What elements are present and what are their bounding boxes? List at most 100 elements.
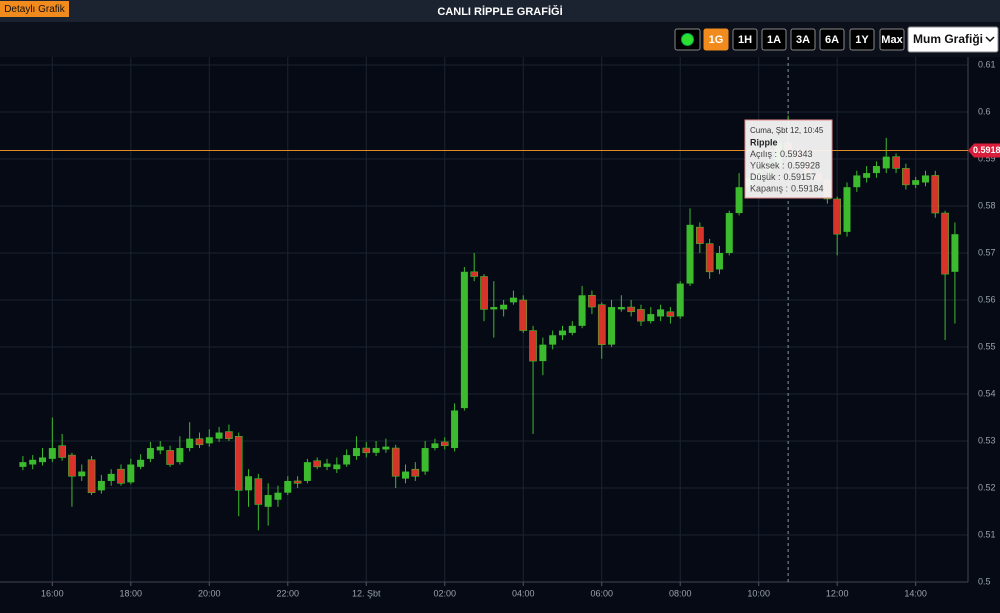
candle-body xyxy=(617,307,625,310)
candle-body xyxy=(48,448,56,459)
candle-body xyxy=(666,311,675,317)
candle-body xyxy=(549,335,557,345)
x-tick-label: 16:00 xyxy=(41,588,64,598)
price-tag xyxy=(968,143,1000,158)
candle-body xyxy=(843,187,851,232)
range-label[interactable]: 1Y xyxy=(855,34,869,46)
tooltip-value: 0.59928 xyxy=(788,161,821,171)
price-tag-label: 0.5918 xyxy=(973,145,1000,155)
tooltip-label: Düşük : xyxy=(750,172,781,182)
candle-body xyxy=(97,480,105,491)
candle-body xyxy=(637,309,645,322)
candle-body xyxy=(558,330,566,336)
x-tick-label: 06:00 xyxy=(590,588,613,598)
tooltip-row: Yüksek :0.59928 xyxy=(750,161,820,171)
candle-body xyxy=(333,464,341,470)
range-button[interactable] xyxy=(849,28,875,51)
candle-body xyxy=(323,463,331,467)
candle-body xyxy=(509,297,517,303)
y-tick-label: 0.61 xyxy=(978,59,996,69)
x-tick-label: 22:00 xyxy=(277,588,300,598)
candle-body xyxy=(68,454,76,477)
candle-body xyxy=(833,198,841,235)
candle-body xyxy=(627,306,635,313)
tooltip-value: 0.59343 xyxy=(780,149,813,159)
y-tick-label: 0.6 xyxy=(978,106,991,116)
candle-body xyxy=(597,304,606,345)
y-tick-label: 0.58 xyxy=(978,200,996,210)
candle-body xyxy=(431,443,439,449)
candle-body xyxy=(293,480,302,484)
candle-body xyxy=(176,448,184,463)
candle-body xyxy=(352,448,360,457)
range-label[interactable]: 3A xyxy=(796,34,810,46)
candle-body xyxy=(715,253,723,270)
candle-body xyxy=(166,450,174,465)
tooltip-row: Düşük :0.59157 xyxy=(750,172,816,182)
tooltip-label: Yüksek : xyxy=(750,161,785,171)
range-button[interactable] xyxy=(703,28,729,51)
candle-body xyxy=(156,446,164,451)
detail-button[interactable] xyxy=(0,1,69,17)
candle-body xyxy=(284,480,292,493)
tooltip-value: 0.59184 xyxy=(791,184,824,194)
x-tick-label: 12. Şbt xyxy=(352,588,381,598)
tooltip xyxy=(744,119,833,199)
x-tick-label: 04:00 xyxy=(512,588,535,598)
x-tick-label: 02:00 xyxy=(433,588,456,598)
candle-body xyxy=(480,276,488,310)
y-tick-label: 0.51 xyxy=(978,529,996,539)
candle-body xyxy=(402,471,410,479)
candle-body xyxy=(137,459,145,467)
candle-body xyxy=(578,295,586,326)
tooltip-value: 0.59157 xyxy=(784,172,817,182)
range-button[interactable] xyxy=(819,28,845,51)
range-label[interactable]: 1H xyxy=(738,34,752,46)
range-label[interactable]: 6A xyxy=(825,34,839,46)
candle-body xyxy=(215,432,223,439)
candle-body xyxy=(529,330,537,362)
candle-body xyxy=(705,243,714,273)
candle-body xyxy=(225,431,233,439)
y-tick-label: 0.52 xyxy=(978,482,996,492)
range-button[interactable] xyxy=(879,28,905,51)
x-tick-label: 18:00 xyxy=(120,588,143,598)
candle-body xyxy=(539,344,547,362)
candle-body xyxy=(882,156,890,169)
range-label[interactable]: 1A xyxy=(767,34,781,46)
header-bar xyxy=(0,0,1000,22)
candle-body xyxy=(951,234,959,272)
candle-body xyxy=(696,226,704,244)
candle-body xyxy=(146,448,154,459)
tooltip-date: Cuma, Şbt 12, 10:45 xyxy=(750,126,824,135)
candle-body xyxy=(686,224,694,284)
title: CANLI RİPPLE GRAFİĞİ xyxy=(437,5,562,18)
candle-body xyxy=(264,495,272,507)
chart-select-label[interactable]: Mum Grafiği xyxy=(913,32,983,46)
candle-body xyxy=(676,283,684,317)
candle-body xyxy=(274,492,282,500)
candle-body xyxy=(245,476,253,491)
x-tick-label: 10:00 xyxy=(747,588,770,598)
detail-button-label[interactable]: Detaylı Grafik xyxy=(4,4,66,15)
tooltip-row: Açılış :0.59343 xyxy=(750,149,813,159)
tooltip-label: Kapanış : xyxy=(750,184,788,194)
range-button[interactable] xyxy=(761,28,787,51)
candle-body xyxy=(372,448,380,453)
candle-body xyxy=(78,471,86,477)
candle-body xyxy=(303,462,311,481)
chevron xyxy=(985,36,995,43)
candle-body xyxy=(107,473,115,481)
y-tick-label: 0.5 xyxy=(978,576,991,586)
live-dot xyxy=(681,33,694,46)
tooltip-row: Kapanış :0.59184 xyxy=(750,184,824,194)
range-button[interactable] xyxy=(732,28,758,51)
range-button[interactable] xyxy=(790,28,816,51)
chart-select[interactable] xyxy=(907,26,999,53)
tooltip-name: Ripple xyxy=(750,137,778,147)
candle-body xyxy=(313,460,322,468)
candle-body xyxy=(127,464,135,483)
range-label[interactable]: Max xyxy=(881,34,903,46)
range-label[interactable]: 1G xyxy=(709,34,724,46)
